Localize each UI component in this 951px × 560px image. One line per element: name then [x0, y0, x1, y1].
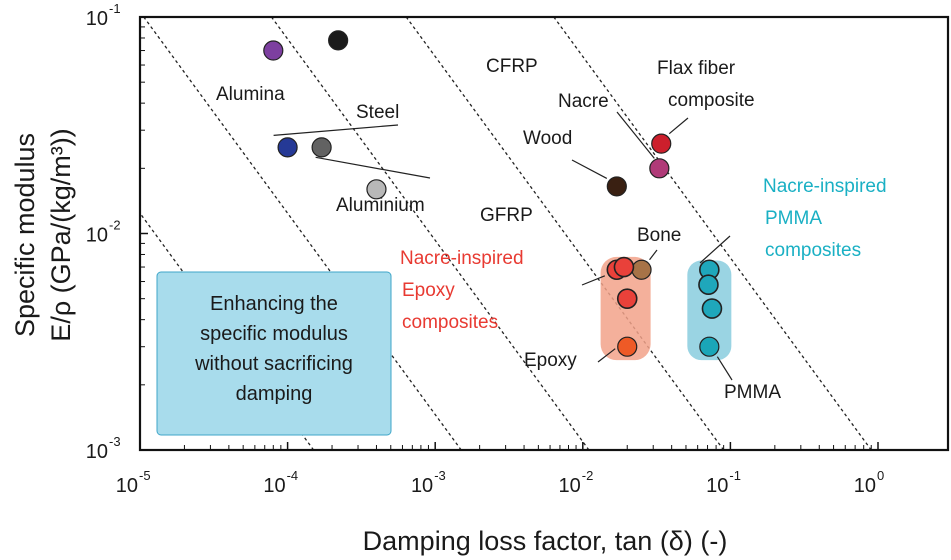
label-pmma-group-line3: composites — [765, 240, 861, 261]
label-nacre: Nacre — [558, 91, 609, 112]
label-cfrp: CFRP — [486, 56, 538, 77]
x-axis-title: Damping loss factor, tan (δ) (-) — [363, 526, 728, 556]
x-tick-exponent: -5 — [139, 468, 151, 483]
label-aluminium: Aluminium — [336, 195, 425, 216]
leader-line — [571, 159, 608, 179]
annotation-box-line: Enhancing the — [210, 293, 338, 315]
guide-line — [405, 17, 725, 450]
epoxy-composite-point — [613, 256, 635, 278]
annotation-box-line: damping — [236, 383, 313, 405]
label-flax-line2: composite — [668, 90, 755, 111]
label-wood: Wood — [523, 128, 572, 149]
y-axis-title-line1: Specific modulus — [10, 133, 40, 337]
label-epoxy-group-line2: Epoxy — [402, 280, 455, 301]
leader-line — [716, 356, 733, 381]
y-tick-label: 10 — [86, 225, 108, 247]
label-flax-line1: Flax fiber — [657, 58, 736, 79]
data-point — [311, 137, 332, 158]
leader-line — [315, 156, 431, 179]
data-point — [328, 30, 349, 51]
leader-line — [699, 235, 731, 264]
data-point — [649, 158, 670, 179]
x-tick-label: 10 — [706, 475, 728, 497]
leader-line — [616, 111, 655, 159]
x-tick-exponent: -3 — [434, 468, 446, 483]
pmma-composite-point — [698, 274, 719, 296]
x-tick-exponent: 0 — [877, 468, 884, 483]
data-point — [631, 259, 652, 280]
y-tick-label: 10 — [86, 441, 108, 463]
label-epoxy-group-line3: composites — [402, 312, 498, 333]
y-tick-exponent: -3 — [109, 434, 121, 449]
label-pmma-group-line2: PMMA — [765, 208, 822, 229]
leader-line — [649, 249, 658, 261]
label-bone: Bone — [637, 225, 681, 246]
pmma-composite-point — [701, 298, 723, 319]
guide-line — [142, 17, 462, 450]
y-tick-exponent: -1 — [109, 1, 121, 16]
data-point — [617, 336, 638, 357]
label-epoxy: Epoxy — [524, 350, 577, 371]
x-tick-label: 10 — [263, 475, 285, 497]
y-tick-label: 10 — [86, 8, 108, 30]
x-tick-label: 10 — [854, 475, 876, 497]
x-tick-exponent: -4 — [287, 468, 299, 483]
label-epoxy-group-line1: Nacre-inspired — [400, 248, 524, 269]
annotation-box-line: without sacrificing — [194, 353, 353, 375]
data-point — [366, 179, 387, 200]
data-point — [263, 40, 284, 61]
y-tick-exponent: -2 — [109, 218, 121, 233]
data-point — [277, 137, 298, 158]
label-pmma: PMMA — [724, 382, 781, 403]
x-tick-exponent: -1 — [729, 468, 741, 483]
x-tick-label: 10 — [559, 475, 581, 497]
annotation-box-line: specific modulus — [200, 323, 348, 345]
label-steel: Steel — [356, 102, 399, 123]
guide-line — [553, 17, 872, 450]
leader-line — [581, 275, 606, 286]
leader-line — [273, 124, 399, 136]
leader-line — [597, 348, 616, 363]
label-gfrp: GFRP — [480, 205, 533, 226]
x-tick-label: 10 — [411, 475, 433, 497]
leader-line — [668, 117, 689, 135]
label-alumina: Alumina — [216, 84, 285, 105]
data-point — [606, 176, 627, 197]
data-point — [651, 133, 672, 154]
x-tick-exponent: -2 — [582, 468, 594, 483]
annotation-box — [156, 271, 392, 436]
label-pmma-group-line1: Nacre-inspired — [763, 176, 887, 197]
epoxy-composite-point — [616, 288, 638, 309]
y-axis-title-line2: E/ρ (GPa/(kg/m³)) — [46, 128, 76, 341]
guide-line — [270, 17, 590, 450]
data-point — [699, 336, 720, 357]
x-tick-label: 10 — [116, 475, 138, 497]
